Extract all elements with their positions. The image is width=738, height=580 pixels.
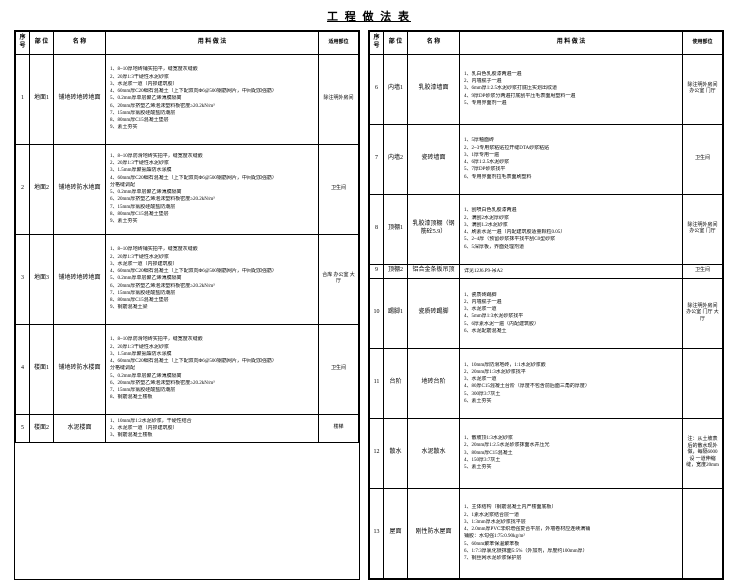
cell-name: 铺地砖防水楼面	[54, 324, 106, 414]
hdr-name: 名 称	[54, 32, 106, 55]
cell-desc: 1、5厚釉面砖2、2~3专用浆粘贴拉开缝DTA砂浆粘贴3、1厚专用一遍4、6厚1…	[460, 124, 683, 194]
cell-part: 顶棚2	[384, 264, 408, 278]
cell-desc: 1、10mm厚防滑地砖，1:1水泥砂浆嵌2、20mm厚1:3水泥砂浆找平3、水泥…	[460, 348, 683, 418]
cell-name: 铺地砖地砖地面	[54, 234, 106, 324]
table-row: 11台阶地砖台阶1、10mm厚防滑地砖，1:1水泥砂浆嵌2、20mm厚1:3水泥…	[370, 348, 723, 418]
table-row: 7内墙2瓷砖墙面1、5厚釉面砖2、2~3专用浆粘贴拉开缝DTA砂浆粘贴3、1厚专…	[370, 124, 723, 194]
cell-note	[683, 348, 723, 418]
cell-note: 楼梯	[319, 414, 359, 443]
cell-desc: 1、乳白色乳胶漆两遍一遍2、内墙腻子一遍3、6mm厚1:2.5水泥砂浆打底压实划…	[460, 54, 683, 124]
cell-note: 除注明外房间 办公室 门厅	[683, 54, 723, 124]
cell-note: 卫生间	[319, 144, 359, 234]
hdr-note: 适用部位	[319, 32, 359, 55]
cell-idx: 3	[16, 234, 30, 324]
cell-name: 瓷砖墙面	[408, 124, 460, 194]
cell-name: 铺地砖防水地面	[54, 144, 106, 234]
cell-desc: 1、10mm厚1:2水泥砂浆，干硬性结合2、水泥浆一道（内掺建筑胶）3、钢筋混凝…	[106, 414, 319, 443]
page-title: 工 程 做 法 表	[14, 8, 724, 24]
hdr-note: 使用部位	[683, 32, 723, 55]
cell-note: 卫生间	[319, 324, 359, 414]
cell-idx: 2	[16, 144, 30, 234]
cell-part: 散水	[384, 418, 408, 488]
cell-name: 乳胶漆顶棚（钢筋砼5.9）	[408, 194, 460, 264]
table-row: 5楼面2水泥楼面1、10mm厚1:2水泥砂浆，干硬性结合2、水泥浆一道（内掺建筑…	[16, 414, 359, 443]
cell-desc: 1、刮喷白色乳胶漆两遍2、满刮2水泥厚砂浆3、满刮1.2水泥砂浆4、刷素水泥一遍…	[460, 194, 683, 264]
cell-note: 除注明外房间	[319, 54, 359, 144]
hdr-part: 部 位	[30, 32, 54, 55]
table-row: 6内墙1乳胶漆墙面1、乳白色乳胶漆两遍一遍2、内墙腻子一遍3、6mm厚1:2.5…	[370, 54, 723, 124]
cell-idx: 10	[370, 278, 384, 348]
cell-part: 楼面2	[30, 414, 54, 443]
cell-idx: 7	[370, 124, 384, 194]
cell-desc: 1、散坡顶1:3水泥砂浆2、20mm厚1:2.5水泥砂浆抹面水并压光3、80mm…	[460, 418, 683, 488]
right-table-wrap: 序号 部 位 名 称 用 料 做 法 使用部位 6内墙1乳胶漆墙面1、乳白色乳胶…	[368, 30, 724, 580]
hdr-part: 部 位	[384, 32, 408, 55]
cell-part: 台阶	[384, 348, 408, 418]
cell-note: 除注明外房间 办公室 门厅 大厅	[683, 278, 723, 348]
hdr-idx: 序号	[16, 32, 30, 55]
cell-name: 瓷质砖踢脚	[408, 278, 460, 348]
cell-name: 水泥楼面	[54, 414, 106, 443]
hdr-name: 名 称	[408, 32, 460, 55]
cell-desc: 1、8~10厚防滑地砖实拍平，缝宽度灰缝嵌2、20厚1:3干硬性水泥砂浆3、1.…	[106, 144, 319, 234]
cell-name: 水泥散水	[408, 418, 460, 488]
cell-name: 铺地砖地砖地面	[54, 54, 106, 144]
cell-desc: 1、8~10厚地砖铺实拍平，缝宽度灰缝嵌2、20厚1:3干硬性水泥砂浆3、水泥浆…	[106, 54, 319, 144]
cell-note	[683, 488, 723, 578]
cell-part: 地面2	[30, 144, 54, 234]
cell-part: 地面1	[30, 54, 54, 144]
content-wrap: 序号 部 位 名 称 用 料 做 法 适用部位 1地面1铺地砖地砖地面1、8~1…	[14, 30, 724, 580]
cell-desc: 1、8~10厚防滑地砖实拍平，缝宽度灰缝嵌2、20厚1:3干硬性水泥砂浆3、1.…	[106, 324, 319, 414]
cell-part: 楼面1	[30, 324, 54, 414]
left-table: 序号 部 位 名 称 用 料 做 法 适用部位 1地面1铺地砖地砖地面1、8~1…	[15, 31, 359, 443]
cell-idx: 6	[370, 54, 384, 124]
table-row: 1地面1铺地砖地砖地面1、8~10厚地砖铺实拍平，缝宽度灰缝嵌2、20厚1:3干…	[16, 54, 359, 144]
cell-note: 卫生间	[683, 124, 723, 194]
cell-desc: 1、瓷质砖踢脚2、内墙腻子一遍3、水泥浆一道4、5mm厚1:3水泥砂浆找平5、6…	[460, 278, 683, 348]
table-row: 3地面3铺地砖地砖地面1、8~10厚地砖铺实拍平，缝宽度灰缝嵌2、20厚1:3干…	[16, 234, 359, 324]
cell-idx: 1	[16, 54, 30, 144]
table-row: 12散水水泥散水1、散坡顶1:3水泥砂浆2、20mm厚1:2.5水泥砂浆抹面水并…	[370, 418, 723, 488]
cell-idx: 5	[16, 414, 30, 443]
hdr-desc: 用 料 做 法	[460, 32, 683, 55]
cell-idx: 11	[370, 348, 384, 418]
cell-part: 顶棚1	[384, 194, 408, 264]
cell-part: 内墙1	[384, 54, 408, 124]
cell-note: 卫生间	[683, 264, 723, 278]
table-row: 10踢脚1瓷质砖踢脚1、瓷质砖踢脚2、内墙腻子一遍3、水泥浆一道4、5mm厚1:…	[370, 278, 723, 348]
left-table-wrap: 序号 部 位 名 称 用 料 做 法 适用部位 1地面1铺地砖地砖地面1、8~1…	[14, 30, 360, 580]
hdr-idx: 序号	[370, 32, 384, 55]
cell-name: 铝合金条板吊顶	[408, 264, 460, 278]
cell-idx: 13	[370, 488, 384, 578]
table-row: 2地面2铺地砖防水地面1、8~10厚防滑地砖实拍平，缝宽度灰缝嵌2、20厚1:3…	[16, 144, 359, 234]
right-table: 序号 部 位 名 称 用 料 做 法 使用部位 6内墙1乳胶漆墙面1、乳白色乳胶…	[369, 31, 723, 579]
cell-name: 乳胶漆墙面	[408, 54, 460, 124]
table-row: 4楼面1铺地砖防水楼面1、8~10厚防滑地砖实拍平，缝宽度灰缝嵌2、20厚1:3…	[16, 324, 359, 414]
cell-note: 合库 办公室 大厅	[319, 234, 359, 324]
cell-part: 屋面	[384, 488, 408, 578]
cell-idx: 12	[370, 418, 384, 488]
cell-name: 刚性防水屋面	[408, 488, 460, 578]
cell-idx: 8	[370, 194, 384, 264]
table-row: 8顶棚1乳胶漆顶棚（钢筋砼5.9）1、刮喷白色乳胶漆两遍2、满刮2水泥厚砂浆3、…	[370, 194, 723, 264]
cell-desc: 详见12J6.P9-吊A2	[460, 264, 683, 278]
cell-desc: 1、主体结构（钢筋混凝土内产楼面底板）2、1素水泥浆结合层一道3、1:3mm厚水…	[460, 488, 683, 578]
cell-note: 注：从土坡表后的散水现外做，每隔6000设 一道伸缩缝，宽度20mm	[683, 418, 723, 488]
table-row: 9顶棚2铝合金条板吊顶详见12J6.P9-吊A2卫生间	[370, 264, 723, 278]
cell-desc: 1、8~10厚地砖铺实拍平，缝宽度灰缝嵌2、20厚1:3干硬性水泥砂浆3、水泥浆…	[106, 234, 319, 324]
cell-idx: 4	[16, 324, 30, 414]
cell-name: 地砖台阶	[408, 348, 460, 418]
table-row: 13屋面刚性防水屋面1、主体结构（钢筋混凝土内产楼面底板）2、1素水泥浆结合层一…	[370, 488, 723, 578]
cell-part: 踢脚1	[384, 278, 408, 348]
cell-idx: 9	[370, 264, 384, 278]
cell-note: 除注明外房间 办公室 门厅	[683, 194, 723, 264]
cell-part: 内墙2	[384, 124, 408, 194]
cell-part: 地面3	[30, 234, 54, 324]
hdr-desc: 用 料 做 法	[106, 32, 319, 55]
